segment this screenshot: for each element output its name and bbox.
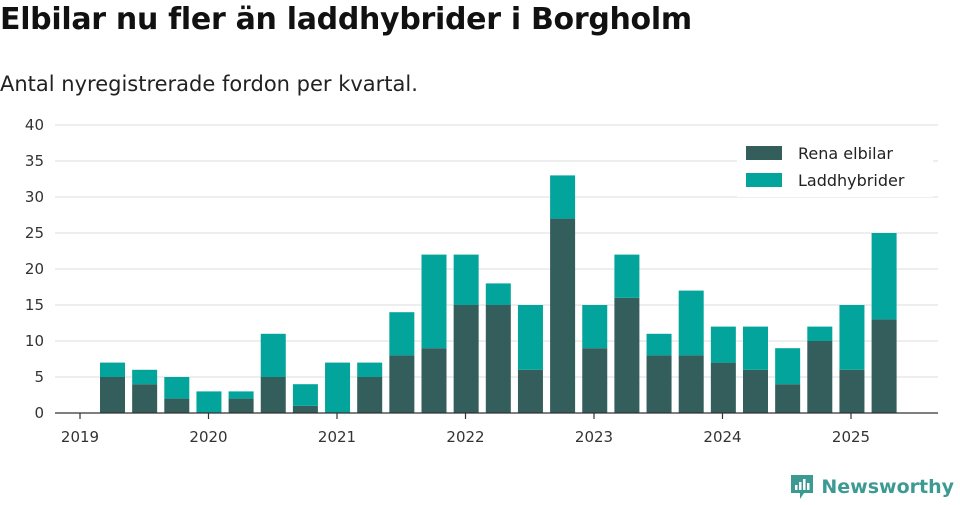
bar-laddhybrider bbox=[485, 283, 511, 305]
legend-label: Rena elbilar bbox=[798, 144, 893, 163]
bar-laddhybrider bbox=[582, 305, 608, 349]
newsworthy-logo-icon bbox=[791, 475, 814, 499]
bar-laddhybrider bbox=[228, 391, 254, 399]
x-tick-label: 2025 bbox=[832, 428, 870, 446]
bar-rena-elbilar bbox=[582, 348, 608, 413]
bar-rena-elbilar bbox=[260, 377, 286, 413]
bar-rena-elbilar bbox=[228, 398, 254, 413]
bar-rena-elbilar bbox=[839, 369, 865, 413]
bar-laddhybrider bbox=[517, 305, 543, 370]
bar-laddhybrider bbox=[678, 290, 704, 356]
bar-rena-elbilar bbox=[871, 319, 897, 413]
bar-laddhybrider bbox=[389, 312, 415, 356]
bar-rena-elbilar bbox=[453, 305, 479, 413]
x-tick-label: 2020 bbox=[189, 428, 227, 446]
x-tick-label: 2024 bbox=[703, 428, 741, 446]
bar-rena-elbilar bbox=[550, 218, 576, 413]
bar-laddhybrider bbox=[614, 254, 640, 298]
bar-laddhybrider bbox=[550, 175, 576, 219]
bar-rena-elbilar bbox=[485, 305, 511, 413]
bar-laddhybrider bbox=[646, 333, 672, 356]
bar-laddhybrider bbox=[807, 326, 833, 341]
brand-name: Newsworthy bbox=[821, 476, 954, 498]
legend-swatch-rena-elbilar bbox=[746, 146, 782, 160]
y-tick-label: 35 bbox=[25, 152, 44, 170]
bar-rena-elbilar bbox=[100, 377, 125, 413]
chart-title: Elbilar nu fler än laddhybrider i Borgho… bbox=[0, 2, 692, 37]
bar-rena-elbilar bbox=[743, 369, 768, 413]
bar-rena-elbilar bbox=[164, 398, 190, 413]
y-tick-label: 0 bbox=[34, 404, 44, 422]
bar-laddhybrider bbox=[710, 326, 736, 363]
bar-laddhybrider bbox=[871, 233, 897, 320]
bar-rena-elbilar bbox=[646, 355, 672, 413]
bar-laddhybrider bbox=[453, 254, 479, 305]
x-tick-label: 2019 bbox=[61, 428, 99, 446]
brand-logo: Newsworthy bbox=[789, 473, 954, 501]
bar-rena-elbilar bbox=[292, 405, 318, 413]
bar-laddhybrider bbox=[196, 391, 222, 413]
bar-laddhybrider bbox=[164, 377, 190, 399]
bar-laddhybrider bbox=[421, 254, 447, 349]
bar-rena-elbilar bbox=[614, 297, 640, 413]
y-tick-label: 10 bbox=[25, 332, 44, 350]
bar-rena-elbilar bbox=[775, 384, 801, 413]
y-tick-label: 5 bbox=[34, 368, 44, 386]
y-tick-label: 30 bbox=[25, 188, 44, 206]
bar-rena-elbilar bbox=[517, 369, 543, 413]
x-tick-label: 2022 bbox=[446, 428, 484, 446]
bar-rena-elbilar bbox=[389, 355, 415, 413]
bar-laddhybrider bbox=[839, 305, 865, 370]
bar-rena-elbilar bbox=[678, 355, 704, 413]
y-tick-label: 40 bbox=[25, 116, 44, 134]
bar-laddhybrider bbox=[132, 369, 158, 385]
bar-rena-elbilar bbox=[710, 362, 736, 413]
bar-laddhybrider bbox=[325, 362, 351, 413]
bar-laddhybrider bbox=[775, 348, 801, 385]
bar-laddhybrider bbox=[357, 362, 383, 377]
bar-rena-elbilar bbox=[807, 341, 833, 413]
bar-laddhybrider bbox=[100, 362, 125, 377]
bar-laddhybrider bbox=[743, 326, 768, 370]
x-tick-label: 2023 bbox=[575, 428, 613, 446]
bar-rena-elbilar bbox=[132, 384, 158, 413]
y-tick-label: 15 bbox=[25, 296, 44, 314]
bar-rena-elbilar bbox=[421, 348, 447, 413]
y-tick-label: 20 bbox=[25, 260, 44, 278]
bar-rena-elbilar bbox=[357, 377, 383, 413]
legend-label: Laddhybrider bbox=[798, 171, 905, 190]
y-tick-label: 25 bbox=[25, 224, 44, 242]
chart-subtitle: Antal nyregistrerade fordon per kvartal. bbox=[0, 72, 418, 96]
bar-laddhybrider bbox=[292, 384, 318, 406]
bar-laddhybrider bbox=[260, 333, 286, 377]
x-tick-label: 2021 bbox=[318, 428, 356, 446]
legend-swatch-laddhybrider bbox=[746, 173, 782, 187]
